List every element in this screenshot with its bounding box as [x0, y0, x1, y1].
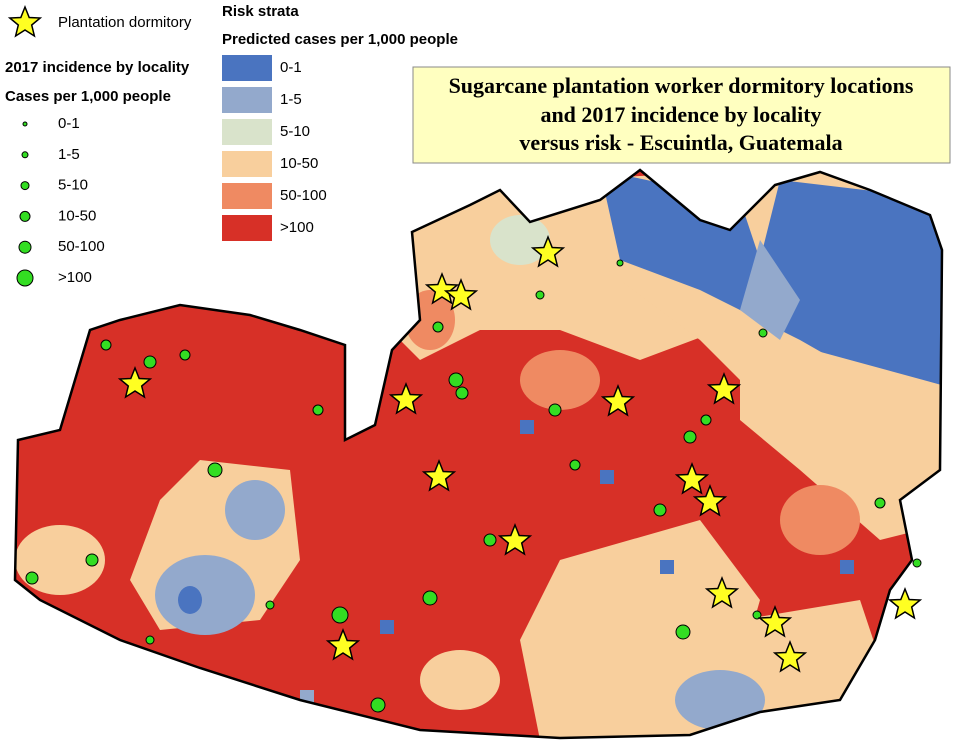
legend-label: >100	[280, 219, 314, 236]
dormitory-legend: Plantation dormitory	[9, 6, 192, 37]
locality	[85, 553, 99, 567]
legend-subtitle: Predicted cases per 1,000 people	[222, 31, 458, 48]
legend-label: 0-1	[58, 115, 80, 132]
locality	[758, 328, 768, 338]
legend-label: 5-10	[58, 177, 88, 194]
risk-area	[155, 555, 255, 635]
legend-symbol	[22, 121, 28, 127]
locality	[25, 571, 39, 585]
legend-star	[9, 6, 41, 37]
risk-area	[675, 670, 765, 730]
risk-area	[520, 350, 600, 410]
legend-symbol	[20, 181, 30, 191]
locality	[422, 590, 438, 606]
locality	[331, 606, 349, 624]
risk-area	[178, 586, 202, 614]
title-line: Sugarcane plantation worker dormitory lo…	[449, 73, 914, 98]
locality	[548, 403, 562, 417]
risk-area	[420, 650, 500, 710]
risk-cell	[520, 420, 534, 434]
risk-area	[225, 480, 285, 540]
title-line: versus risk - Escuintla, Guatemala	[519, 130, 842, 155]
title-box: Sugarcane plantation worker dormitory lo…	[412, 66, 951, 164]
legend-title: Risk strata	[222, 3, 299, 20]
locality	[569, 459, 581, 471]
locality	[207, 462, 223, 478]
risk-area	[780, 485, 860, 555]
dormitory	[889, 588, 921, 619]
risk-cell	[660, 560, 674, 574]
locality	[683, 430, 697, 444]
legend-label: 50-100	[280, 187, 327, 204]
locality	[145, 635, 155, 645]
risk-surface	[15, 170, 942, 738]
risk-area	[490, 215, 550, 265]
legend-symbol	[18, 240, 32, 254]
legend-swatch	[222, 151, 272, 177]
legend-label: 10-50	[280, 155, 318, 172]
locality	[675, 624, 691, 640]
legend-swatch	[222, 55, 272, 81]
locality	[370, 697, 386, 713]
locality	[448, 372, 464, 388]
locality	[535, 290, 545, 300]
legend-label: Plantation dormitory	[58, 14, 192, 31]
legend-label: 1-5	[58, 146, 80, 163]
legend-title: 2017 incidence by locality	[5, 59, 190, 76]
legend-subtitle: Cases per 1,000 people	[5, 88, 171, 105]
title-line: and 2017 incidence by locality	[540, 102, 821, 127]
risk-area	[740, 330, 942, 540]
legend-label: 10-50	[58, 207, 96, 224]
locality	[432, 321, 444, 333]
risk-legend: Risk strata Predicted cases per 1,000 pe…	[222, 3, 458, 241]
risk-cell	[380, 620, 394, 634]
locality	[653, 503, 667, 517]
locality	[179, 349, 191, 361]
legend-symbol	[16, 269, 34, 287]
legend-label: 50-100	[58, 238, 105, 255]
legend-swatch	[222, 215, 272, 241]
locality	[912, 558, 922, 568]
locality	[874, 497, 886, 509]
map	[13, 168, 944, 740]
locality	[700, 414, 712, 426]
legend-symbol	[19, 210, 31, 222]
incidence-legend: 2017 incidence by locality Cases per 1,0…	[5, 59, 190, 287]
locality	[265, 600, 275, 610]
locality	[483, 533, 497, 547]
risk-cell	[840, 560, 854, 574]
localities	[25, 259, 922, 713]
legend-swatch	[222, 87, 272, 113]
risk-area	[740, 240, 800, 340]
legend-label: 5-10	[280, 123, 310, 140]
locality	[312, 404, 324, 416]
legend-label: 0-1	[280, 59, 302, 76]
title-background	[412, 66, 951, 164]
locality	[616, 259, 624, 267]
legend-symbol	[21, 151, 29, 159]
locality	[143, 355, 157, 369]
locality	[100, 339, 112, 351]
legend-swatch	[222, 183, 272, 209]
locality	[455, 386, 469, 400]
legend-label: >100	[58, 269, 92, 286]
legend-label: 1-5	[280, 91, 302, 108]
locality	[752, 610, 762, 620]
risk-cell	[600, 470, 614, 484]
legend-swatch	[222, 119, 272, 145]
